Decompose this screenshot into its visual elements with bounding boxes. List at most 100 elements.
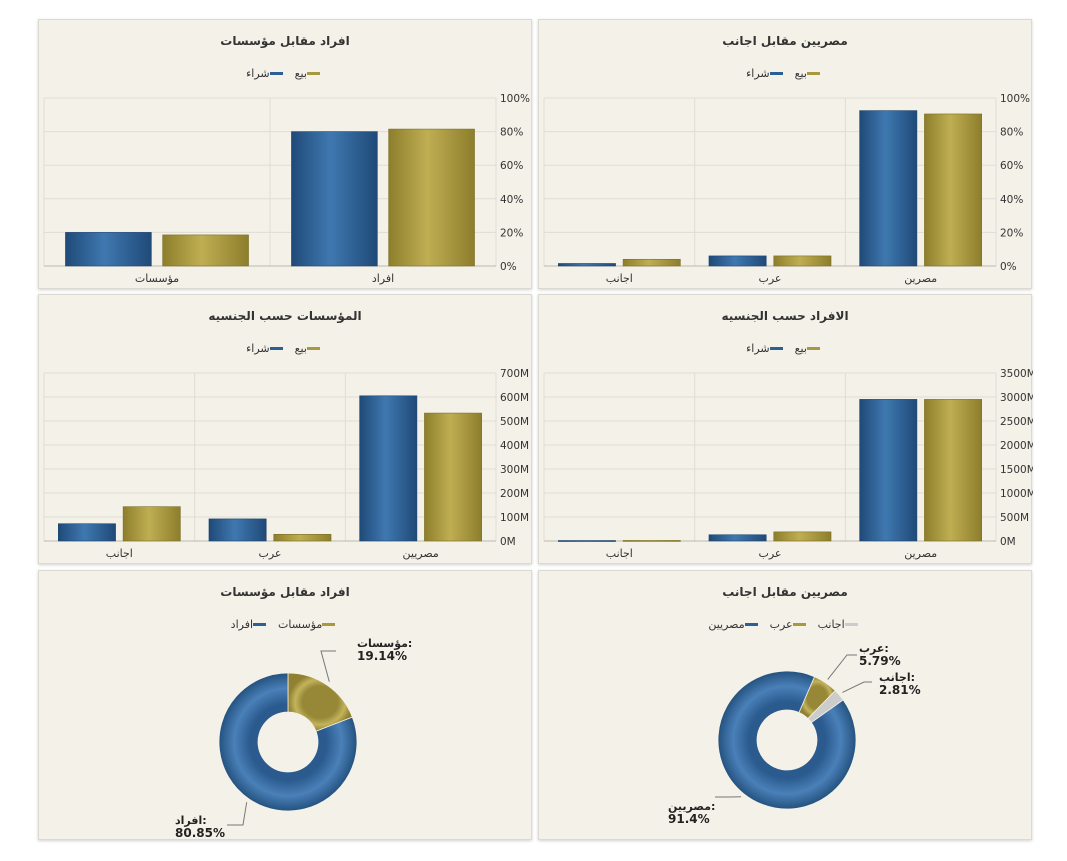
chart-panel-individuals-vs-institutions: افراد مقابل مؤسسات بيع شراء 0% 20% 40% 60% 80…	[38, 19, 532, 289]
slice-label: مصريين:	[668, 800, 715, 813]
x-tick-label: عرب	[759, 272, 782, 285]
y-tick-label: 100%	[1000, 93, 1030, 105]
y-tick-label: 20%	[1000, 227, 1023, 239]
chart-title: افراد مقابل مؤسسات	[220, 34, 350, 48]
chart-title: مصريين مقابل اجانب	[722, 585, 848, 599]
slice-label: افراد:	[175, 814, 207, 827]
x-tick-label: اجانب	[606, 272, 633, 285]
bar-sell[interactable]	[388, 128, 475, 267]
bar-buy[interactable]	[708, 255, 767, 267]
bar-buy[interactable]	[708, 534, 767, 542]
donut-chart: عرب:5.79% اجانب:2.81% مصريين:91.4%	[668, 642, 921, 826]
chart-panel-individuals-by-nationality: الافراد حسب الجنسيه بيع شراء 0M 500M 1000M 1…	[538, 294, 1033, 564]
x-tick-label: اجانب	[606, 547, 633, 560]
bar-sell[interactable]	[924, 113, 982, 267]
legend-swatch-icon	[253, 623, 267, 626]
bar-chart: 0% 20% 40% 60% 80% 100% مؤسسات افراد	[43, 93, 530, 285]
y-tick-label: 0%	[1000, 261, 1017, 273]
legend-item[interactable]: افراد	[231, 618, 270, 631]
legend-swatch-icon	[306, 72, 320, 75]
bar-buy[interactable]	[558, 263, 616, 267]
legend-label: شراء	[246, 342, 270, 355]
x-tick-label: مصرين	[904, 547, 937, 560]
bar-buy[interactable]	[359, 395, 418, 542]
x-tick-label: عرب	[759, 547, 782, 560]
bar-buy[interactable]	[65, 232, 152, 267]
y-tick-label: 400M	[500, 440, 529, 452]
legend-item[interactable]: شراء	[246, 67, 287, 80]
chart-legend[interactable]: بيع شراء	[39, 342, 531, 355]
bar-buy[interactable]	[859, 110, 918, 267]
legend-item[interactable]: مؤسسات	[278, 618, 339, 631]
legend-item[interactable]: بيع	[295, 67, 324, 80]
donut-panel-egyptians-vs-foreigners: مصريين مقابل اجانب اجانب عرب مصريين عرب: 5.…	[538, 570, 1032, 840]
y-tick-label: 60%	[1000, 160, 1023, 172]
bar-sell[interactable]	[424, 412, 482, 542]
bar-buy[interactable]	[558, 540, 616, 542]
bar-buy[interactable]	[291, 131, 378, 267]
legend-swatch-icon	[744, 623, 758, 626]
legend-label: اجانب	[817, 618, 845, 631]
chart-legend[interactable]: بيع شراء	[539, 342, 1031, 355]
chart-legend[interactable]: بيع شراء	[39, 67, 531, 80]
legend-item[interactable]: شراء	[746, 342, 787, 355]
y-tick-label: 100%	[500, 93, 530, 105]
legend-item[interactable]: مصريين	[708, 618, 761, 631]
y-tick-label: 3000M	[1000, 392, 1033, 404]
y-tick-label: 300M	[500, 464, 529, 476]
legend-item[interactable]: بيع	[795, 342, 824, 355]
legend-item[interactable]: بيع	[295, 342, 324, 355]
donut-chart: مؤسسات:19.14% افراد:80.85%	[175, 637, 412, 840]
bar-sell[interactable]	[773, 255, 832, 267]
chart-title: افراد مقابل مؤسسات	[220, 585, 350, 599]
legend-swatch-icon	[322, 623, 336, 626]
y-tick-label: 700M	[500, 368, 529, 380]
legend-label: افراد	[230, 618, 254, 631]
x-tick-label: افراد	[372, 272, 394, 285]
y-tick-label: 500M	[500, 416, 529, 428]
bar-sell[interactable]	[122, 506, 181, 542]
legend-swatch-icon	[844, 623, 858, 626]
bar-sell[interactable]	[273, 533, 332, 542]
legend-item[interactable]: بيع	[795, 67, 824, 80]
legend-swatch-icon	[806, 347, 820, 350]
legend-item[interactable]: اجانب	[818, 618, 862, 631]
x-tick-label: مصرين	[904, 272, 937, 285]
label-leader-line	[842, 681, 872, 693]
chart-legend[interactable]: اجانب عرب مصريين	[539, 618, 1031, 631]
legend-swatch-icon	[269, 347, 283, 350]
y-tick-label: 3500M	[1000, 368, 1033, 380]
y-tick-label: 0%	[500, 261, 517, 273]
legend-item[interactable]: عرب	[770, 618, 810, 631]
label-leader-line	[320, 650, 336, 682]
slice-percent: 19.14%	[357, 649, 407, 663]
legend-label: مؤسسات	[278, 618, 323, 631]
bar-sell[interactable]	[622, 540, 681, 542]
legend-item[interactable]: شراء	[246, 342, 287, 355]
donut-panel-individuals-vs-institutions: افراد مقابل مؤسسات مؤسسات افراد مؤسسات: 19…	[38, 570, 532, 840]
bar-sell[interactable]	[162, 234, 249, 267]
slice-label: اجانب:	[879, 671, 915, 684]
y-tick-label: 1500M	[1000, 464, 1033, 476]
label-leader-line	[227, 802, 248, 826]
donut-slice[interactable]	[218, 672, 358, 812]
bar-sell[interactable]	[924, 399, 982, 542]
bar-sell[interactable]	[773, 531, 832, 542]
bar-buy[interactable]	[208, 518, 267, 542]
slice-percent: 2.81%	[879, 683, 921, 697]
chart-title: المؤسسات حسب الجنسيه	[208, 309, 362, 323]
y-tick-label: 600M	[500, 392, 529, 404]
donut-slice[interactable]	[717, 670, 857, 810]
bar-sell[interactable]	[622, 258, 681, 267]
chart-legend[interactable]: بيع شراء	[539, 67, 1031, 80]
y-tick-label: 500M	[1000, 512, 1029, 524]
legend-label: بيع	[294, 342, 307, 355]
bar-buy[interactable]	[58, 523, 116, 542]
chart-legend[interactable]: مؤسسات افراد	[39, 618, 531, 631]
legend-item[interactable]: شراء	[746, 67, 787, 80]
legend-label: بيع	[794, 67, 807, 80]
bar-chart: 0M 100M 200M 300M 400M 500M 600M 700M اجانب عرب مص…	[43, 368, 529, 560]
legend-label: شراء	[746, 342, 770, 355]
bar-buy[interactable]	[859, 399, 918, 542]
chart-title: الافراد حسب الجنسيه	[721, 309, 849, 323]
